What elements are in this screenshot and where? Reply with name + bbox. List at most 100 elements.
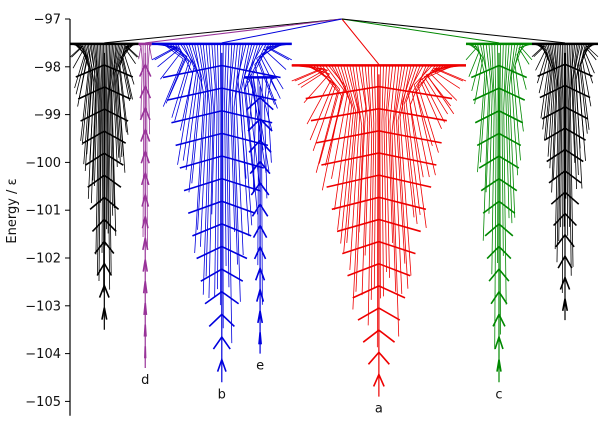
basin-leaf <box>174 43 192 122</box>
basin-labels: d b e a c <box>141 359 502 417</box>
basin-leaf <box>118 43 127 133</box>
basin-leaf <box>328 65 347 153</box>
basin-leaf <box>367 65 373 326</box>
basin-leaf <box>501 43 504 256</box>
basin-leaf <box>229 43 236 232</box>
basin-leaf <box>376 65 379 348</box>
basin-unlabeled-0 <box>69 18 342 330</box>
basin-leaf <box>558 43 562 242</box>
basin-connector <box>341 18 380 65</box>
basin-leaf <box>387 65 394 244</box>
basin-leaf <box>214 43 218 297</box>
basin-unlabeled-6 <box>341 18 599 321</box>
basin-leaf <box>252 77 256 194</box>
y-tick-label: −105 <box>25 395 61 410</box>
basin-leaf <box>567 43 570 227</box>
basin-leaf <box>554 43 559 250</box>
basin-leaf <box>92 43 98 181</box>
basin-leaf <box>149 43 153 60</box>
basin-leaf <box>383 65 387 273</box>
basin-leaf <box>109 43 114 216</box>
y-tick-label: −103 <box>25 299 61 314</box>
basin-leaf <box>182 43 197 161</box>
y-tick-label: −102 <box>25 252 61 267</box>
basin-leaf <box>269 76 277 91</box>
basin-leaf <box>194 43 205 254</box>
basin-leaf <box>516 43 527 90</box>
basin-leaf <box>514 43 524 132</box>
basin-leaf <box>358 65 367 233</box>
basin-leaf <box>146 43 148 248</box>
basin-leaf <box>126 43 139 58</box>
basin-leaf <box>393 65 403 294</box>
basin-leaf <box>80 43 90 141</box>
basin-leaf <box>509 43 516 218</box>
basin-leaf <box>233 43 241 302</box>
basin-leaf <box>573 43 579 176</box>
basin-leaf <box>346 65 359 243</box>
basin-leaf <box>403 65 418 225</box>
basin-leaf <box>507 43 513 224</box>
basin-leaf <box>547 43 555 157</box>
y-tick-label: −100 <box>25 156 61 171</box>
basin-leaf <box>162 43 184 107</box>
basin-leaf <box>318 65 340 164</box>
basin-leaf <box>261 77 263 305</box>
basin-label-d: d <box>141 373 149 388</box>
basin-leaf <box>413 65 433 146</box>
basin-leaf <box>224 43 227 267</box>
basin-leaf <box>120 43 130 102</box>
basin-leaf <box>399 65 412 276</box>
y-axis: −97 −98 −99 −100 −101 −102 −103 −104 −105 <box>25 13 71 416</box>
basin-leaf <box>205 43 212 277</box>
basin-leaf <box>397 65 409 289</box>
basin-leaf <box>231 43 238 265</box>
basin-leaf <box>227 43 233 344</box>
basin-leaf <box>199 43 209 247</box>
basin-leaf <box>485 43 491 193</box>
basin-leaf <box>477 43 486 173</box>
basin-leaf <box>259 43 281 99</box>
basin-leaf <box>405 65 421 216</box>
basin-leaf <box>248 77 254 131</box>
basin-leaf <box>241 43 253 226</box>
basin-leaf <box>257 77 259 266</box>
basin-leaf <box>340 65 355 244</box>
basin-label-a: a <box>375 402 383 417</box>
basin-leaf <box>105 43 108 230</box>
basin-leaf <box>585 43 599 58</box>
basin-leaf <box>407 65 424 178</box>
basin-leaf <box>208 43 214 298</box>
basin-leaf <box>266 43 292 61</box>
basin-leaf <box>226 43 230 288</box>
basin-leaf <box>561 43 564 293</box>
basin-c <box>341 18 533 383</box>
basin-leaf <box>321 65 342 191</box>
basin-leaf <box>108 43 112 274</box>
basin-leaf <box>401 65 415 218</box>
basin-leaf <box>569 43 574 267</box>
basin-connector <box>104 18 342 44</box>
basin-leaf <box>488 43 493 214</box>
basin-leaf <box>147 43 151 135</box>
basin-label-e: e <box>256 359 264 374</box>
basin-leaf <box>191 43 203 184</box>
basin-leaf <box>211 43 216 215</box>
basin-leaf <box>505 43 510 219</box>
basin-leaf <box>264 77 268 199</box>
basin-leaf <box>168 43 188 98</box>
basin-connector <box>341 18 566 44</box>
y-tick-label: −99 <box>34 108 61 123</box>
basin-leaf <box>337 65 353 230</box>
y-tick-label: −104 <box>25 347 61 362</box>
basin-leaf <box>560 43 563 228</box>
basin-leaf <box>112 43 118 167</box>
basin-leaf <box>491 43 495 275</box>
basin-leaf <box>583 43 595 74</box>
basin-leaf <box>349 65 361 271</box>
basin-leaf <box>568 43 572 276</box>
basin-leaf <box>315 65 338 173</box>
basin-d <box>138 18 342 368</box>
basin-leaf <box>381 65 384 297</box>
